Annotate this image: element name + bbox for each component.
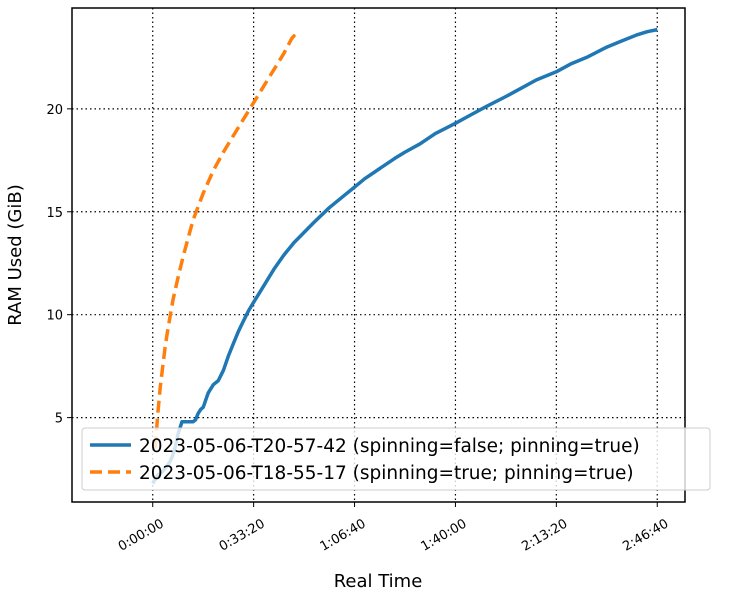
x-tick-label: 2:13:20 bbox=[519, 516, 570, 554]
y-tick-label: 20 bbox=[46, 103, 63, 118]
y-tick-label: 5 bbox=[55, 412, 63, 427]
x-axis-label: Real Time bbox=[334, 571, 423, 592]
x-tick-label: 1:06:40 bbox=[318, 516, 369, 554]
plot-frame bbox=[71, 7, 686, 503]
legend-label-series-1: 2023-05-06-T20-57-42 (spinning=false; pi… bbox=[139, 436, 640, 457]
series-line-2 bbox=[153, 34, 297, 449]
y-axis-label: RAM Used (GiB) bbox=[5, 184, 26, 325]
legend-box bbox=[81, 427, 711, 491]
y-tick-label: 10 bbox=[46, 309, 63, 324]
grid-lines bbox=[72, 8, 685, 502]
legend: 2023-05-06-T20-57-42 (spinning=false; pi… bbox=[81, 427, 711, 491]
x-tick-label: 1:40:00 bbox=[419, 516, 470, 554]
x-tick-label: 0:00:00 bbox=[116, 516, 167, 554]
x-tick-label: 0:33:20 bbox=[217, 516, 268, 554]
legend-label-series-2: 2023-05-06-T18-55-17 (spinning=true; pin… bbox=[139, 463, 634, 484]
y-tick-label: 15 bbox=[46, 206, 63, 221]
series-line-1 bbox=[151, 27, 658, 485]
series-layer bbox=[151, 27, 658, 485]
x-tick-label: 2:46:40 bbox=[620, 516, 671, 554]
